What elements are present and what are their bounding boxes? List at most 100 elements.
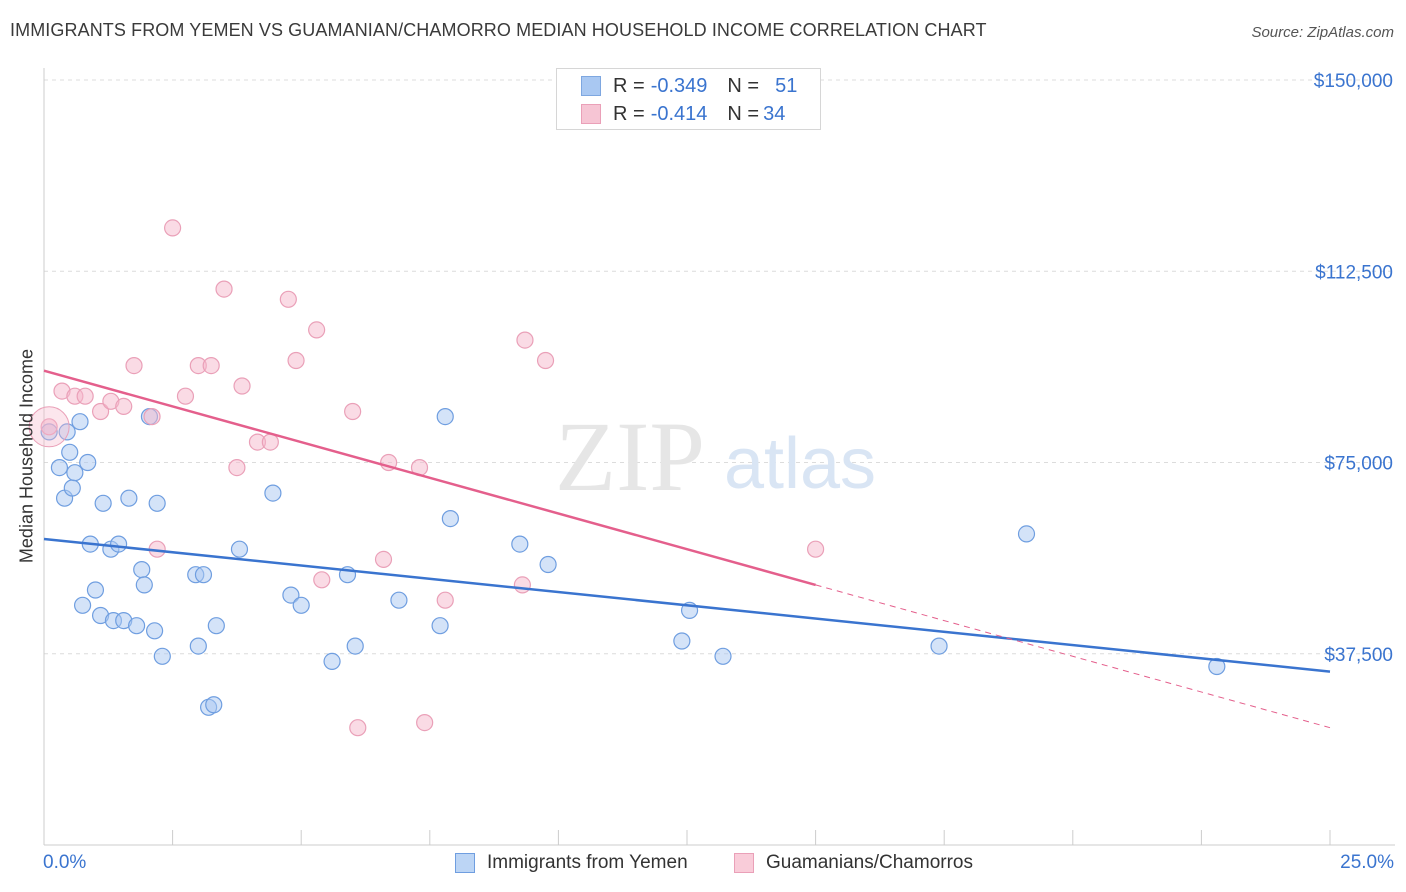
legend-row-yemen: R = -0.349 N = 51 bbox=[581, 75, 797, 97]
guamanian-point bbox=[91, 402, 110, 421]
guamanian-point bbox=[125, 357, 143, 375]
guamanian-point bbox=[308, 321, 326, 339]
y-tick-label: $112,500 bbox=[1315, 262, 1393, 283]
yemen-point bbox=[153, 647, 171, 665]
guamanian-point bbox=[115, 397, 133, 415]
guamanian-point bbox=[164, 219, 182, 237]
legend-n-label: N = bbox=[727, 102, 760, 125]
guamanian-point bbox=[228, 459, 246, 477]
yemen-point bbox=[94, 494, 112, 512]
yemen-point bbox=[127, 617, 146, 635]
guamanian-point bbox=[215, 280, 233, 298]
watermark: ZIP atlas bbox=[555, 401, 876, 512]
yemen-point bbox=[264, 484, 282, 502]
legend-row-guamanian: R = -0.414 N = 34 bbox=[581, 103, 785, 125]
yemen-point bbox=[436, 408, 454, 426]
legend-r-value: -0.349 bbox=[650, 74, 708, 97]
guamanian-point bbox=[202, 357, 220, 375]
yemen-point bbox=[189, 637, 207, 655]
guamanian-trend-line bbox=[43, 369, 816, 587]
series-legend: Immigrants from Yemen Guamanians/Chamorr… bbox=[0, 852, 1406, 876]
series-legend-label: Guamanians/Chamorros bbox=[766, 852, 973, 873]
yemen-point bbox=[205, 696, 223, 714]
yemen-point bbox=[133, 560, 151, 579]
yemen-point bbox=[714, 647, 732, 665]
guamanian-point bbox=[233, 377, 251, 395]
legend-r-label: R = bbox=[613, 74, 645, 97]
y-tick-label: $150,000 bbox=[1314, 71, 1393, 92]
yemen-point bbox=[135, 576, 153, 594]
x-tick-label-max: 25.0% bbox=[1340, 852, 1394, 873]
yemen-point bbox=[282, 586, 300, 604]
x-tick-label-min: 0.0% bbox=[43, 852, 87, 873]
guamanian-point-large bbox=[28, 406, 70, 448]
yemen-point bbox=[292, 596, 310, 614]
guamanian-trend-extension bbox=[815, 584, 1331, 729]
yemen-point bbox=[511, 535, 529, 553]
watermark-zip: ZIP bbox=[555, 401, 705, 512]
guamanian-point bbox=[513, 576, 531, 594]
yemen-point bbox=[539, 555, 557, 574]
legend-n-label: N = bbox=[727, 74, 760, 97]
yemen-point bbox=[390, 591, 408, 609]
yemen-point bbox=[323, 652, 341, 671]
trend-lines bbox=[43, 369, 1331, 729]
legend-n-value: 51 bbox=[775, 74, 798, 97]
yemen-point bbox=[673, 632, 691, 650]
yemen-point bbox=[1208, 657, 1226, 676]
y-tick-label: $75,000 bbox=[1324, 454, 1393, 475]
guamanian-point bbox=[279, 290, 297, 308]
y-tick-label: $37,500 bbox=[1324, 645, 1393, 666]
yemen-point bbox=[441, 509, 459, 528]
legend-n-value: 34 bbox=[763, 102, 786, 125]
guamanian-point bbox=[76, 387, 94, 405]
guamanian-point bbox=[436, 591, 454, 609]
legend-r-value: -0.414 bbox=[650, 102, 708, 125]
yemen-point bbox=[431, 617, 449, 635]
y-tick-labels: $37,500 $75,000 $112,500 $150,000 bbox=[1314, 71, 1393, 666]
yemen-point bbox=[109, 535, 128, 553]
yemen-point bbox=[120, 489, 138, 507]
guamanian-point bbox=[349, 719, 367, 737]
yemen-point bbox=[148, 494, 166, 512]
guamanian-point bbox=[516, 331, 534, 349]
yemen-point bbox=[58, 423, 76, 441]
series-legend-yemen: Immigrants from Yemen bbox=[455, 852, 688, 874]
series-legend-swatch-guamanian bbox=[734, 853, 754, 873]
gridlines bbox=[44, 79, 1395, 655]
correlation-legend: R = -0.349 N = 51 R = -0.414 N = 34 bbox=[556, 68, 821, 130]
guamanian-point bbox=[40, 418, 58, 436]
guamanian-point bbox=[287, 351, 305, 370]
yemen-points bbox=[40, 408, 1226, 716]
yemen-point bbox=[207, 617, 225, 635]
yemen-point bbox=[194, 566, 213, 584]
yemen-point bbox=[145, 622, 164, 640]
guamanian-point bbox=[536, 351, 555, 370]
yemen-point bbox=[1017, 525, 1036, 543]
yemen-point bbox=[61, 443, 79, 461]
yemen-trend-line bbox=[43, 537, 1331, 673]
axes bbox=[43, 68, 1395, 846]
yemen-point bbox=[86, 581, 105, 599]
chart-title: IMMIGRANTS FROM YEMEN VS GUAMANIAN/CHAMO… bbox=[10, 20, 987, 40]
series-legend-swatch-yemen bbox=[455, 853, 475, 873]
yemen-point bbox=[230, 540, 249, 558]
yemen-point bbox=[346, 637, 364, 655]
yemen-point bbox=[66, 464, 84, 482]
series-legend-guamanian: Guamanians/Chamorros bbox=[734, 852, 973, 874]
source-label: Source: ZipAtlas.com bbox=[1251, 24, 1394, 41]
yemen-point bbox=[73, 596, 92, 614]
legend-swatch-yemen bbox=[581, 76, 601, 96]
yemen-point bbox=[50, 459, 69, 477]
guamanian-point bbox=[374, 550, 393, 569]
guamanian-point bbox=[344, 402, 362, 421]
watermark-atlas: atlas bbox=[724, 424, 876, 504]
guamanian-point bbox=[143, 408, 161, 426]
legend-r-label: R = bbox=[613, 102, 645, 125]
guamanian-point bbox=[806, 540, 825, 558]
guamanian-point bbox=[176, 387, 195, 405]
yemen-point bbox=[79, 453, 97, 472]
guamanian-point bbox=[313, 571, 331, 589]
guamanian-point bbox=[416, 713, 434, 732]
